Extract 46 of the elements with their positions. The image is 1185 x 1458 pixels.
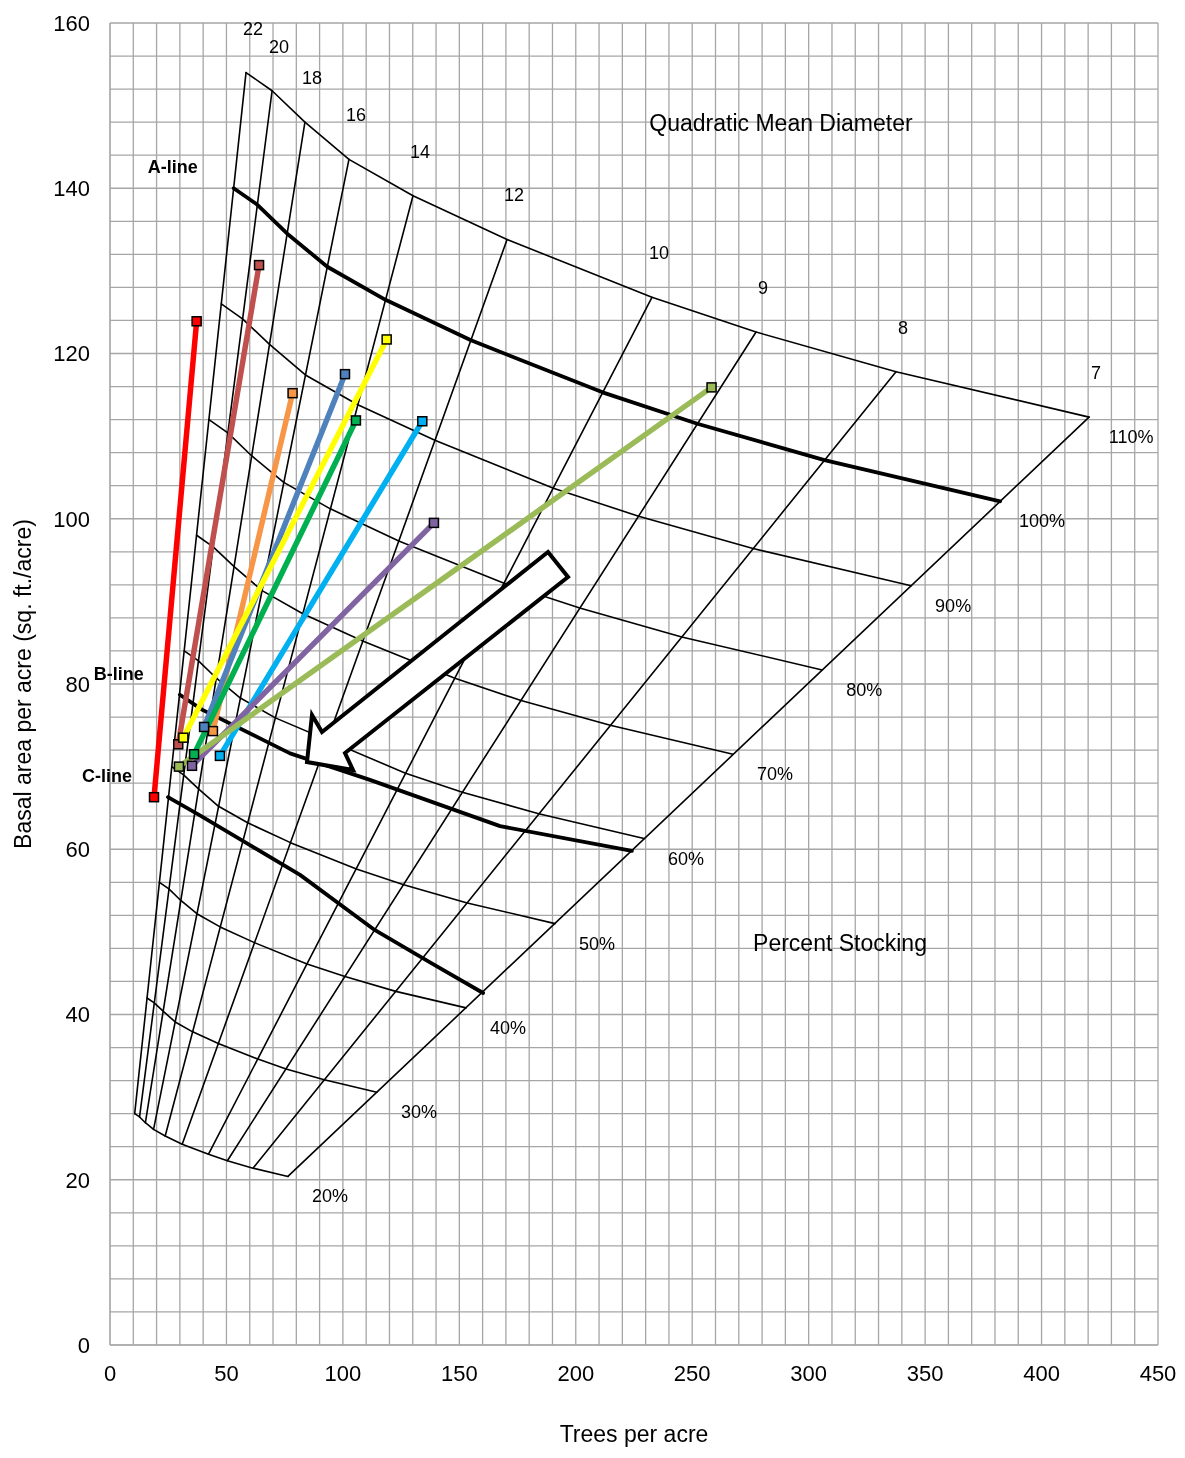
y-tick-label: 0 xyxy=(77,1332,90,1358)
series-label: 20 xyxy=(269,36,290,57)
x-tick-label: 0 xyxy=(103,1360,117,1386)
annotation: A-line xyxy=(147,157,198,178)
series-label: 12 xyxy=(504,185,525,206)
x-tick-label: 150 xyxy=(440,1360,478,1386)
y-tick-label: 160 xyxy=(53,10,90,36)
series-label: 60% xyxy=(668,848,705,869)
y-tick-label: 100 xyxy=(53,506,90,532)
series-label: 50% xyxy=(579,933,616,954)
x-tick-label: 350 xyxy=(906,1360,944,1386)
series-label: 18 xyxy=(301,68,322,89)
annotation: C-line xyxy=(81,766,132,787)
series-label: 20% xyxy=(311,1186,348,1207)
series-label: 80% xyxy=(846,679,883,700)
x-tick-label: 300 xyxy=(790,1360,828,1386)
y-tick-label: 20 xyxy=(65,1167,90,1193)
series-label: 9 xyxy=(758,278,769,299)
annotation: Percent Stocking xyxy=(753,930,927,956)
y-tick-label: 40 xyxy=(65,1002,90,1028)
y-tick-label: 120 xyxy=(53,341,90,367)
x-axis-title: Trees per acre xyxy=(559,1421,709,1447)
annotation: Quadratic Mean Diameter xyxy=(649,110,913,136)
annotation: B-line xyxy=(93,663,144,684)
y-tick-label: 80 xyxy=(65,671,90,697)
x-tick-label: 100 xyxy=(324,1360,362,1386)
series-label: 8 xyxy=(897,317,909,338)
series-label: 16 xyxy=(345,105,366,126)
x-tick-label: 200 xyxy=(557,1360,595,1386)
x-tick-label: 400 xyxy=(1023,1360,1060,1386)
series-label: 90% xyxy=(935,595,972,616)
series-label: 30% xyxy=(400,1102,437,1123)
series-label: 7 xyxy=(1091,363,1102,384)
series-label: 10 xyxy=(648,243,669,264)
y-tick-label: 140 xyxy=(53,176,90,202)
series-label: 70% xyxy=(756,764,793,785)
x-tick-label: 250 xyxy=(673,1360,711,1386)
y-axis-title: Basal area per acre (sq. ft./acre) xyxy=(10,519,37,849)
x-tick-label: 50 xyxy=(214,1360,239,1386)
x-tick-label: 450 xyxy=(1139,1360,1177,1386)
series-label: 22 xyxy=(242,18,264,39)
y-tick-label: 60 xyxy=(65,837,90,863)
series-label: 100% xyxy=(1019,511,1066,532)
series-label: 110% xyxy=(1108,427,1154,448)
series-label: 40% xyxy=(490,1017,527,1038)
series-label: 14 xyxy=(409,141,430,162)
